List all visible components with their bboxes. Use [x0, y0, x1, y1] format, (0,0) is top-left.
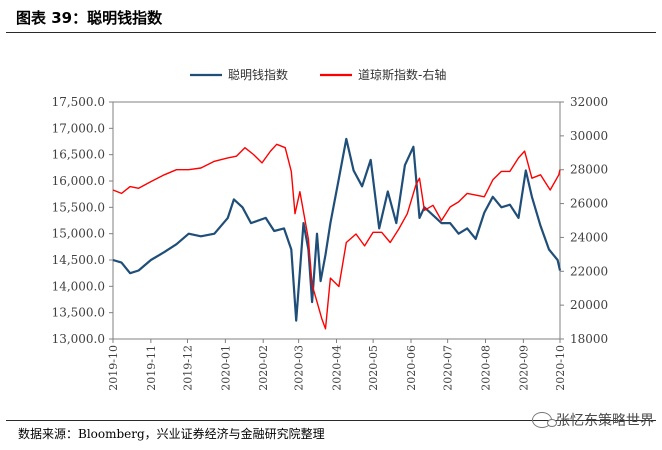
line-chart: 聪明钱指数 道琼斯指数-右轴 13,000.0 13,500.0 14,000.0 14… [52, 67, 609, 391]
legend-label: 道琼斯指数-右轴 [358, 67, 446, 82]
y-right-tick-label: 30000 [570, 129, 608, 143]
wechat-icon [532, 412, 557, 428]
y-right-tick-label: 18000 [570, 332, 608, 346]
y-left-tick-label: 16,500.0 [52, 148, 105, 162]
y-left-tick-label: 17,500.0 [52, 95, 105, 109]
y-left-tick-label: 13,000.0 [52, 332, 105, 346]
chart-legend: 聪明钱指数 道琼斯指数-右轴 [190, 67, 446, 82]
figure-title: 图表 39：聪明钱指数 [6, 4, 656, 33]
x-tick-label: 2019-12 [182, 345, 195, 391]
x-tick-label: 2020-10 [554, 345, 567, 391]
x-tick-label: 2020-02 [257, 345, 270, 391]
x-tick-label: 2020-01 [219, 345, 232, 391]
y-right-tick-label: 20000 [570, 298, 608, 312]
x-tick-label: 2019-10 [107, 345, 120, 391]
y-right-tick-label: 28000 [570, 163, 608, 177]
source-note: 数据来源：Bloomberg，兴业证券经济与金融研究院整理 [6, 420, 656, 447]
x-tick-label: 2020-05 [367, 345, 380, 391]
y-left-tick-label: 14,500.0 [52, 253, 105, 267]
x-tick-label: 2020-04 [331, 345, 344, 391]
y-right-tick-label: 26000 [570, 197, 608, 211]
x-tick-label: 2020-08 [480, 345, 493, 391]
x-tick-label: 2020-09 [517, 345, 530, 391]
y-left-tick-label: 16,000.0 [52, 174, 105, 188]
y-left-tick-label: 14,000.0 [52, 279, 105, 293]
y-left-tick-label: 13,500.0 [52, 306, 105, 320]
y-right-tick-label: 24000 [570, 230, 608, 244]
watermark: 张忆东策略世界 [532, 410, 654, 430]
watermark-text: 张忆东策略世界 [556, 413, 654, 429]
x-tick-label: 2019-11 [145, 345, 158, 391]
series-line-dow [112, 143, 561, 330]
y-right-tick-label: 22000 [570, 264, 608, 278]
y-right-tick-label: 32000 [570, 95, 608, 109]
plot-frame [112, 101, 561, 340]
y-left-tick-label: 15,500.0 [52, 200, 105, 214]
legend-label: 聪明钱指数 [228, 67, 288, 82]
series-line-smart-money [112, 137, 562, 322]
x-tick-label: 2020-03 [293, 345, 306, 391]
y-left-tick-label: 17,000.0 [52, 121, 105, 135]
x-tick-label: 2020-07 [442, 345, 455, 391]
chart-axes: 13,000.0 13,500.0 14,000.0 14,500.0 15,000.0… [52, 95, 609, 391]
x-tick-label: 2020-06 [405, 345, 418, 391]
chart-series [112, 137, 562, 330]
y-left-tick-label: 15,000.0 [52, 227, 105, 241]
